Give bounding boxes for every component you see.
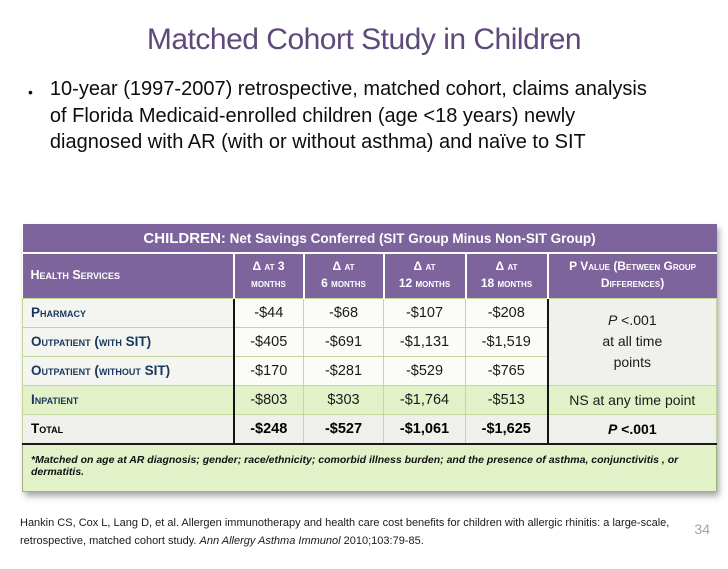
pvalue-text: <.001 bbox=[617, 312, 657, 329]
citation-text: Hankin CS, Cox L, Lang D, et al. Allerge… bbox=[20, 517, 670, 547]
table-row-inpatient: Inpatient -$803 $303 -$1,764 -$513 NS at… bbox=[22, 384, 718, 415]
cell-value: -$765 bbox=[465, 355, 548, 386]
header-line: 6 months bbox=[321, 276, 366, 291]
pvalue-cell-total: P <.001 bbox=[546, 413, 718, 445]
cell-value: -$68 bbox=[303, 297, 384, 328]
savings-table: CHILDREN: Net Savings Conferred (SIT Gro… bbox=[21, 224, 718, 492]
citation: Hankin CS, Cox L, Lang D, et al. Allerge… bbox=[20, 515, 720, 550]
header-line: P Value (Between Group bbox=[569, 259, 696, 273]
header-line: Differences) bbox=[600, 276, 665, 291]
cell-value: -$44 bbox=[233, 297, 304, 328]
pvalue-line: P <.001 bbox=[551, 310, 715, 331]
cell-value: -$1,131 bbox=[383, 326, 466, 357]
table-row-outpatient-without-sit: Outpatient (without SIT) -$170 -$281 -$5… bbox=[22, 355, 717, 386]
table-banner-row: CHILDREN: Net Savings Conferred (SIT Gro… bbox=[22, 224, 717, 254]
cell-value: -$1,625 bbox=[465, 413, 548, 445]
col-header-health-services: Health Services bbox=[22, 253, 234, 299]
row-label: Outpatient (without SIT) bbox=[22, 355, 235, 386]
cell-value: -$529 bbox=[383, 355, 466, 386]
bullet-marker-icon: • bbox=[28, 84, 33, 100]
header-line: 12 months bbox=[398, 276, 451, 291]
cell-value: -$803 bbox=[233, 384, 304, 415]
header-line: Δ at bbox=[413, 259, 436, 273]
citation-ref: 2010;103:79-85. bbox=[340, 534, 424, 547]
cell-value: -$1,519 bbox=[465, 326, 548, 357]
table-banner: CHILDREN: Net Savings Conferred (SIT Gro… bbox=[22, 224, 717, 254]
cell-value: $303 bbox=[303, 384, 384, 415]
table-footnote-row: *Matched on age at AR diagnosis; gender;… bbox=[21, 443, 718, 492]
table-footnote: *Matched on age at AR diagnosis; gender;… bbox=[21, 443, 718, 492]
cell-value: -$513 bbox=[465, 384, 548, 415]
cell-value: -$1,764 bbox=[383, 384, 466, 415]
banner-strong-text: CHILDREN: bbox=[143, 230, 226, 247]
cell-value: -$281 bbox=[303, 355, 384, 386]
table-row-pharmacy: Pharmacy -$44 -$68 -$107 -$208 P <.001 a… bbox=[22, 297, 718, 386]
cell-value: -$1,061 bbox=[383, 413, 466, 445]
pvalue-line: at all time bbox=[602, 333, 663, 350]
table-row-total: Total -$248 -$527 -$1,061 -$1,625 P <.00… bbox=[22, 413, 718, 445]
p-symbol: P bbox=[607, 420, 618, 437]
savings-table-container: CHILDREN: Net Savings Conferred (SIT Gro… bbox=[21, 224, 718, 492]
row-label: Total bbox=[22, 413, 235, 445]
row-label: Pharmacy bbox=[22, 297, 235, 328]
cell-value: -$248 bbox=[233, 413, 304, 445]
row-label: Outpatient (with SIT) bbox=[22, 326, 235, 357]
header-line: Δ at 3 bbox=[252, 259, 285, 273]
bullet-item: • 10-year (1997-2007) retrospective, mat… bbox=[28, 76, 728, 156]
cell-value: -$208 bbox=[465, 297, 548, 328]
pvalue-cell-inpatient: NS at any time point bbox=[546, 384, 718, 415]
header-line: Δ at bbox=[495, 259, 518, 273]
header-line: 18 months bbox=[480, 276, 533, 291]
table-header-row: Health Services Δ at 3 months Δ at 6 mon… bbox=[22, 253, 717, 299]
header-line: months bbox=[251, 276, 286, 291]
row-label: Inpatient bbox=[22, 384, 235, 415]
pvalue-text: <.001 bbox=[617, 420, 657, 437]
header-line: Δ at bbox=[332, 259, 355, 273]
slide-title: Matched Cohort Study in Children bbox=[146, 23, 582, 56]
cell-value: -$691 bbox=[303, 326, 384, 357]
cell-value: -$527 bbox=[303, 413, 384, 445]
pvalue-merged-cell: P <.001 at all time points bbox=[546, 297, 718, 386]
col-header-delta-3-months: Δ at 3 months bbox=[232, 253, 304, 299]
cell-value: -$405 bbox=[233, 326, 304, 357]
citation-journal: Ann Allergy Asthma Immunol bbox=[199, 534, 341, 547]
cell-value: -$170 bbox=[233, 355, 304, 386]
p-symbol: P bbox=[607, 312, 618, 329]
page-number: 34 bbox=[694, 521, 710, 537]
cell-value: -$107 bbox=[383, 297, 466, 328]
bullet-text: 10-year (1997-2007) retrospective, match… bbox=[49, 78, 647, 154]
col-header-delta-12-months: Δ at 12 months bbox=[382, 253, 466, 299]
col-header-p-value: P Value (Between Group Differences) bbox=[546, 253, 717, 299]
col-header-delta-6-months: Δ at 6 months bbox=[302, 253, 384, 299]
banner-rest-text: Net Savings Conferred (SIT Group Minus N… bbox=[225, 231, 596, 246]
pvalue-line: points bbox=[613, 354, 651, 371]
table-row-outpatient-with-sit: Outpatient (with SIT) -$405 -$691 -$1,13… bbox=[22, 326, 717, 357]
col-header-delta-18-months: Δ at 18 months bbox=[464, 253, 548, 299]
